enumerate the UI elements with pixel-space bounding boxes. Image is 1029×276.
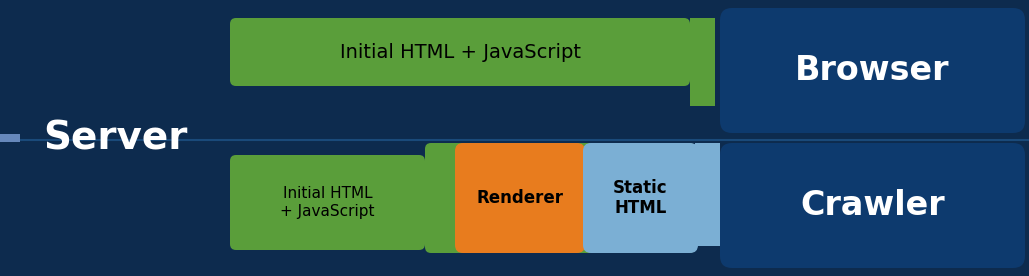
FancyBboxPatch shape — [583, 143, 698, 253]
FancyBboxPatch shape — [230, 155, 425, 250]
FancyBboxPatch shape — [230, 18, 690, 86]
Text: Static
HTML: Static HTML — [613, 179, 668, 217]
Bar — [690, 106, 715, 118]
Text: Browser: Browser — [795, 54, 950, 87]
FancyBboxPatch shape — [720, 8, 1025, 133]
Bar — [0, 134, 20, 142]
Bar — [690, 18, 715, 118]
FancyBboxPatch shape — [425, 143, 695, 253]
Text: Renderer: Renderer — [476, 189, 564, 207]
Text: Initial HTML
+ JavaScript: Initial HTML + JavaScript — [280, 186, 375, 219]
Bar — [695, 246, 720, 258]
FancyBboxPatch shape — [455, 143, 586, 253]
Text: Crawler: Crawler — [801, 189, 945, 222]
Text: Initial HTML + JavaScript: Initial HTML + JavaScript — [340, 43, 580, 62]
FancyBboxPatch shape — [720, 143, 1025, 268]
Text: Server: Server — [43, 119, 187, 157]
Bar — [695, 143, 720, 258]
